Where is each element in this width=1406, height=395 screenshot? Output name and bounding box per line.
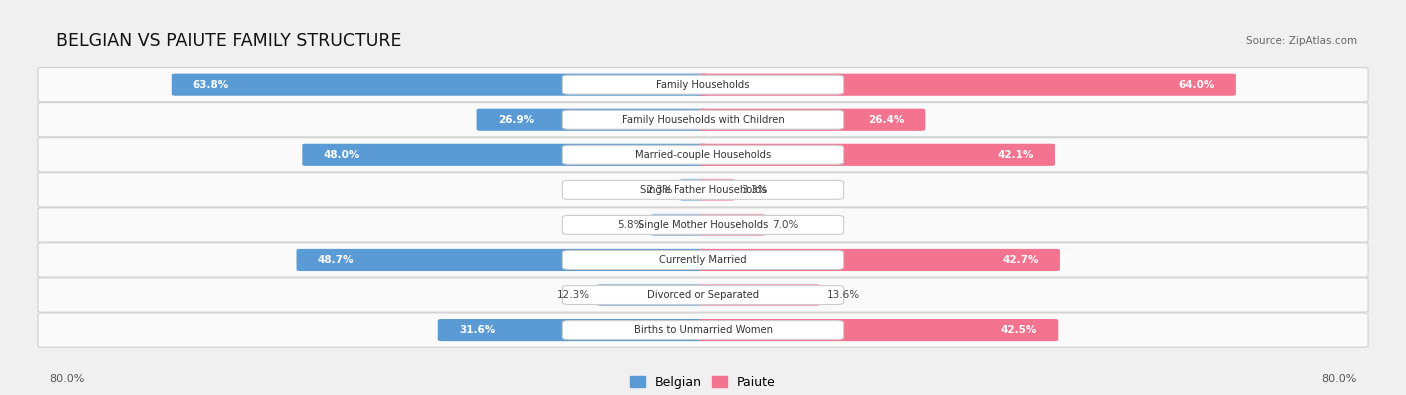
FancyBboxPatch shape [562, 286, 844, 305]
Text: 80.0%: 80.0% [1322, 374, 1357, 384]
FancyBboxPatch shape [699, 214, 765, 236]
FancyBboxPatch shape [38, 208, 1368, 242]
FancyBboxPatch shape [562, 110, 844, 129]
Text: Single Father Households: Single Father Households [640, 185, 766, 195]
Text: 42.5%: 42.5% [1001, 325, 1038, 335]
Text: 26.9%: 26.9% [498, 115, 534, 125]
Text: 63.8%: 63.8% [193, 80, 229, 90]
Text: Divorced or Separated: Divorced or Separated [647, 290, 759, 300]
FancyBboxPatch shape [562, 145, 844, 164]
FancyBboxPatch shape [38, 68, 1368, 102]
FancyBboxPatch shape [699, 179, 734, 201]
Text: 5.8%: 5.8% [617, 220, 644, 230]
Text: 2.3%: 2.3% [647, 185, 672, 195]
FancyBboxPatch shape [699, 284, 820, 306]
FancyBboxPatch shape [699, 109, 925, 131]
FancyBboxPatch shape [699, 319, 1059, 341]
FancyBboxPatch shape [477, 109, 707, 131]
FancyBboxPatch shape [699, 144, 1054, 166]
FancyBboxPatch shape [562, 215, 844, 234]
FancyBboxPatch shape [302, 144, 707, 166]
Text: 3.3%: 3.3% [741, 185, 768, 195]
FancyBboxPatch shape [562, 321, 844, 340]
Text: Source: ZipAtlas.com: Source: ZipAtlas.com [1246, 36, 1357, 47]
Text: 12.3%: 12.3% [557, 290, 591, 300]
FancyBboxPatch shape [172, 73, 707, 96]
FancyBboxPatch shape [38, 138, 1368, 172]
Text: 13.6%: 13.6% [827, 290, 859, 300]
Text: BELGIAN VS PAIUTE FAMILY STRUCTURE: BELGIAN VS PAIUTE FAMILY STRUCTURE [56, 32, 402, 51]
Text: 31.6%: 31.6% [458, 325, 495, 335]
Text: 26.4%: 26.4% [868, 115, 904, 125]
FancyBboxPatch shape [38, 243, 1368, 277]
FancyBboxPatch shape [699, 73, 1236, 96]
Text: 64.0%: 64.0% [1178, 80, 1215, 90]
Text: 80.0%: 80.0% [49, 374, 84, 384]
FancyBboxPatch shape [651, 214, 707, 236]
Text: 7.0%: 7.0% [772, 220, 799, 230]
FancyBboxPatch shape [562, 250, 844, 269]
Text: Married-couple Households: Married-couple Households [636, 150, 770, 160]
FancyBboxPatch shape [297, 249, 707, 271]
FancyBboxPatch shape [38, 313, 1368, 347]
FancyBboxPatch shape [38, 103, 1368, 137]
Text: Currently Married: Currently Married [659, 255, 747, 265]
FancyBboxPatch shape [38, 173, 1368, 207]
Text: 42.1%: 42.1% [997, 150, 1033, 160]
FancyBboxPatch shape [437, 319, 707, 341]
Text: Births to Unmarried Women: Births to Unmarried Women [634, 325, 772, 335]
FancyBboxPatch shape [38, 278, 1368, 312]
Text: 42.7%: 42.7% [1002, 255, 1039, 265]
Text: Family Households with Children: Family Households with Children [621, 115, 785, 125]
Text: Family Households: Family Households [657, 80, 749, 90]
Text: 48.7%: 48.7% [318, 255, 354, 265]
Legend: Belgian, Paiute: Belgian, Paiute [630, 376, 776, 389]
FancyBboxPatch shape [699, 249, 1060, 271]
FancyBboxPatch shape [562, 181, 844, 199]
FancyBboxPatch shape [598, 284, 707, 306]
Text: 48.0%: 48.0% [323, 150, 360, 160]
FancyBboxPatch shape [562, 75, 844, 94]
FancyBboxPatch shape [679, 179, 707, 201]
Text: Single Mother Households: Single Mother Households [638, 220, 768, 230]
